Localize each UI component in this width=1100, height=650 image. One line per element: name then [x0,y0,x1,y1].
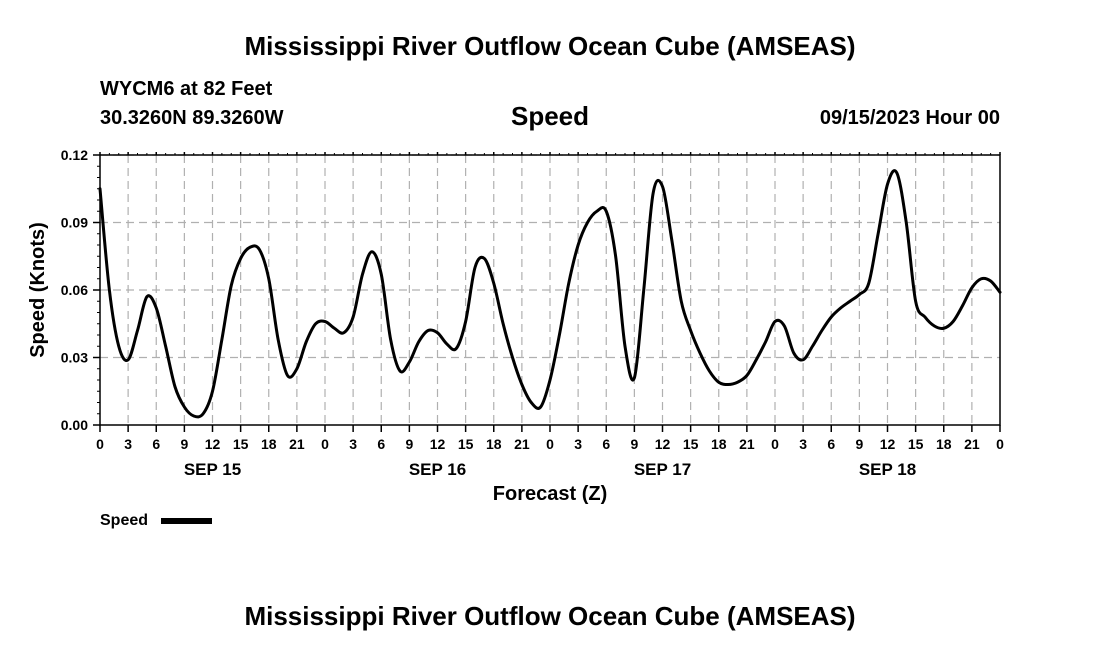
y-tick-label: 0.12 [61,147,88,163]
date-label: SEP 17 [634,460,691,479]
x-tick-label: 0 [546,436,554,452]
x-tick-label: 12 [655,436,671,452]
legend-label: Speed [100,512,148,529]
x-tick-label: 21 [739,436,755,452]
x-tick-label: 18 [711,436,727,452]
footer-title: Mississippi River Outflow Ocean Cube (AM… [244,601,855,631]
x-tick-label: 15 [458,436,474,452]
x-tick-label: 9 [855,436,863,452]
y-tick-label: 0.09 [61,215,88,231]
x-tick-label: 15 [233,436,249,452]
x-tick-label: 6 [152,436,160,452]
chart-title: Mississippi River Outflow Ocean Cube (AM… [244,31,855,61]
x-tick-label: 12 [880,436,896,452]
x-tick-label: 12 [430,436,446,452]
x-tick-label: 21 [964,436,980,452]
x-tick-label: 3 [349,436,357,452]
y-axis-label: Speed (Knots) [27,222,49,358]
date-label: SEP 15 [184,460,241,479]
x-tick-label: 15 [908,436,924,452]
x-tick-label: 18 [261,436,277,452]
x-tick-label: 9 [630,436,638,452]
speed-series-line [98,169,1002,419]
date-label: SEP 18 [859,460,916,479]
x-tick-label: 6 [377,436,385,452]
series-layer [98,169,1002,419]
station-label: WYCM6 at 82 Feet [100,78,273,100]
x-tick-label: 3 [574,436,582,452]
x-tick-label: 21 [289,436,305,452]
date-label: SEP 16 [409,460,466,479]
y-tick-label: 0.00 [61,417,88,433]
coordinates-label: 30.3260N 89.3260W [100,107,284,129]
x-tick-label: 15 [683,436,699,452]
forecast-timestamp: 09/15/2023 Hour 00 [820,107,1000,129]
x-tick-label: 12 [205,436,221,452]
x-tick-label: 0 [771,436,779,452]
x-tick-label: 0 [96,436,104,452]
legend: Speed [100,512,212,529]
y-axis-ticks: 0.00 0.03 0.06 0.09 0.12 [61,147,100,433]
x-tick-label: 0 [321,436,329,452]
x-axis-label: Forecast (Z) [493,483,607,505]
date-labels: SEP 15 SEP 16 SEP 17 SEP 18 [184,460,916,479]
y-tick-label: 0.03 [61,350,88,366]
x-tick-label: 0 [996,436,1004,452]
x-tick-label: 3 [799,436,807,452]
x-tick-label: 9 [405,436,413,452]
x-tick-label: 9 [180,436,188,452]
x-tick-label: 18 [936,436,952,452]
variable-title: Speed [511,101,589,131]
x-tick-label: 21 [514,436,530,452]
x-tick-label: 6 [827,436,835,452]
x-tick-label: 3 [124,436,132,452]
x-tick-label: 6 [602,436,610,452]
x-tick-label: 18 [486,436,502,452]
y-tick-label: 0.06 [61,282,88,298]
